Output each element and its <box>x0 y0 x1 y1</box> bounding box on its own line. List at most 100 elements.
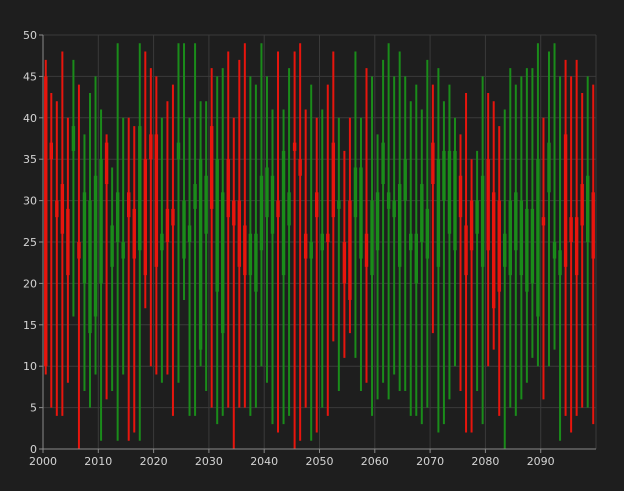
candle-body-2056 <box>354 167 357 217</box>
candle-body-2042 <box>276 201 279 218</box>
y-tick-label-40: 40 <box>23 112 37 125</box>
candle-body-2086 <box>520 201 523 276</box>
candle-body-2092 <box>553 242 556 259</box>
x-tick-label-2030: 2030 <box>195 455 223 468</box>
candle-body-2071 <box>437 159 440 267</box>
candle-body-2088 <box>531 209 534 284</box>
candle-body-2058 <box>365 234 368 267</box>
candle-body-2096 <box>575 217 578 275</box>
candle-body-2024 <box>177 143 180 160</box>
candle-body-2054 <box>343 242 346 283</box>
candle-body-2028 <box>199 159 202 349</box>
candle-body-2074 <box>453 151 456 250</box>
candle-body-2093 <box>558 250 561 275</box>
candle-body-2035 <box>238 201 241 267</box>
candle-body-2079 <box>481 176 484 267</box>
candle-body-2087 <box>525 209 528 292</box>
candle-body-2068 <box>420 184 423 242</box>
candle-body-2072 <box>442 151 445 201</box>
candle-body-2037 <box>249 234 252 275</box>
candle-body-2008 <box>88 201 91 333</box>
candle-body-2001 <box>50 143 53 160</box>
x-tick-label-2020: 2020 <box>140 455 168 468</box>
candle-body-2025 <box>182 201 185 259</box>
candle-body-2004 <box>66 209 69 275</box>
candle-body-2027 <box>193 184 196 209</box>
candle-body-2010 <box>99 159 102 283</box>
x-tick-label-2080: 2080 <box>471 455 499 468</box>
x-tick-label-2090: 2090 <box>527 455 555 468</box>
candle-body-2073 <box>448 151 451 234</box>
candle-body-2015 <box>127 192 130 217</box>
candle-body-2014 <box>121 242 124 259</box>
candle-body-2000 <box>44 76 47 366</box>
candle-body-2099 <box>592 192 595 258</box>
candle-body-2044 <box>287 192 290 225</box>
candle-body-2052 <box>332 143 335 218</box>
candle-body-2065 <box>404 159 407 200</box>
candle-body-2030 <box>210 126 213 209</box>
candle-body-2053 <box>337 201 340 209</box>
candle-body-2047 <box>304 234 307 259</box>
candle-body-2076 <box>464 225 467 275</box>
candle-body-2019 <box>149 134 152 159</box>
candle-body-2022 <box>166 209 169 242</box>
candle-body-2013 <box>116 192 119 242</box>
candle-body-2038 <box>254 234 257 292</box>
candle-body-2048 <box>309 242 312 259</box>
candle-body-2067 <box>415 234 418 284</box>
candle-body-2080 <box>486 159 489 250</box>
candle-body-2055 <box>348 201 351 300</box>
x-tick-label-2060: 2060 <box>361 455 389 468</box>
candle-body-2098 <box>586 176 589 242</box>
candle-body-2017 <box>138 126 141 250</box>
candle-body-2060 <box>376 192 379 250</box>
candle-body-2069 <box>426 209 429 259</box>
x-tick-label-2010: 2010 <box>84 455 112 468</box>
y-tick-label-35: 35 <box>23 153 37 166</box>
candle-body-2040 <box>265 167 268 217</box>
y-tick-label-5: 5 <box>30 402 37 415</box>
candle-body-2018 <box>144 159 147 275</box>
candle-body-2002 <box>55 201 58 218</box>
candle-body-2021 <box>160 234 163 251</box>
candle-body-2082 <box>498 201 501 292</box>
candle-body-2070 <box>431 143 434 184</box>
candle-body-2066 <box>409 234 412 251</box>
candle-body-2043 <box>282 151 285 275</box>
candle-body-2075 <box>459 176 462 217</box>
x-tick-label-2000: 2000 <box>29 455 57 468</box>
candle-body-2003 <box>61 184 64 234</box>
candle-body-2095 <box>569 217 572 242</box>
y-tick-label-10: 10 <box>23 360 37 373</box>
y-tick-label-15: 15 <box>23 319 37 332</box>
candle-body-2083 <box>503 234 506 267</box>
candle-body-2029 <box>204 176 207 234</box>
candle-body-2016 <box>133 209 136 259</box>
candle-body-2046 <box>298 159 301 176</box>
candle-body-2049 <box>315 192 318 217</box>
candle-body-2039 <box>260 176 263 251</box>
candle-body-2064 <box>398 184 401 267</box>
candle-body-2005 <box>72 126 75 151</box>
candle-body-2006 <box>77 242 80 259</box>
candle-body-2090 <box>542 217 545 225</box>
candle-body-2045 <box>293 143 296 151</box>
y-tick-label-30: 30 <box>23 195 37 208</box>
candle-body-2091 <box>547 143 550 193</box>
candle-body-2077 <box>470 201 473 251</box>
candle-body-2009 <box>94 176 97 317</box>
y-tick-label-20: 20 <box>23 277 37 290</box>
candle-body-2023 <box>171 209 174 226</box>
candle-body-2089 <box>536 159 539 316</box>
candle-body-2020 <box>155 134 158 266</box>
candle-body-2084 <box>509 201 512 276</box>
candle-body-2007 <box>83 192 86 283</box>
candle-body-2078 <box>475 201 478 234</box>
candle-body-2050 <box>321 234 324 251</box>
candle-body-2063 <box>392 201 395 218</box>
candle-body-2031 <box>215 159 218 291</box>
candle-body-2051 <box>326 234 329 242</box>
